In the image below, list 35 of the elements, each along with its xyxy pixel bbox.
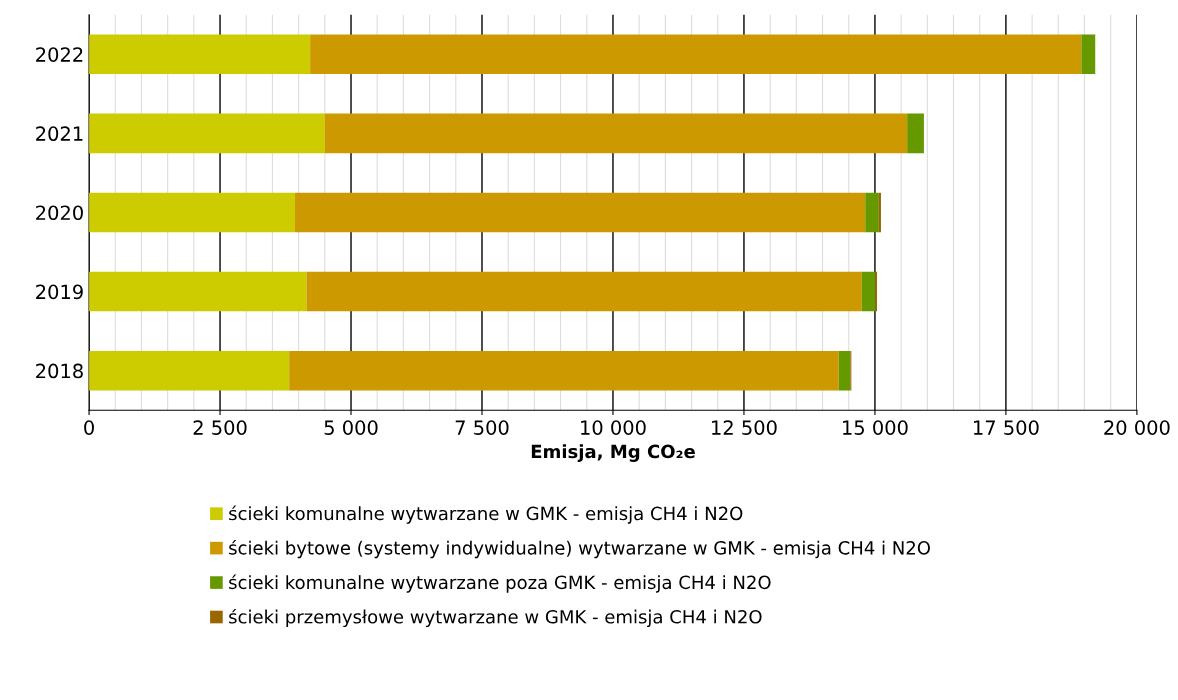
- y-tick-label: 2021: [36, 126, 83, 142]
- y-tick-label: 2020: [36, 205, 83, 221]
- bar: [865, 192, 879, 233]
- legend-label: ścieki komunalne wytwarzane poza GMK - emisja CH4 i N2O: [229, 574, 771, 593]
- legend-label: ścieki komunalne wytwarzane w GMK - emisja CH4 i N2O: [229, 505, 743, 524]
- bar: [838, 350, 851, 391]
- x-tick-label: 17 500: [974, 420, 1039, 435]
- bar: [89, 34, 311, 75]
- x-tick-label: 20 000: [1104, 420, 1170, 435]
- bar: [89, 113, 325, 154]
- x-tick-label: 7 500: [455, 420, 509, 435]
- x-tick-label: 15 000: [843, 420, 908, 435]
- x-axis-title: Emisja, Mg CO₂e: [531, 444, 695, 462]
- bar: [1081, 34, 1096, 75]
- x-tick-label: 10 000: [581, 420, 646, 435]
- bar: [310, 34, 1082, 75]
- x-tick-label: 12 500: [712, 420, 777, 435]
- bar: [907, 113, 924, 154]
- y-tick-label: 2019: [36, 284, 83, 300]
- bar: [89, 350, 290, 391]
- bar: [861, 271, 876, 312]
- x-tick-label: 5 000: [324, 420, 378, 435]
- legend-label: ścieki bytowe (systemy indywidualne) wytwarzane w GMK - emisja CH4 i N2O: [229, 540, 930, 559]
- bar: [89, 192, 295, 233]
- bar: [878, 192, 881, 233]
- bar: [294, 192, 866, 233]
- bar: [289, 350, 839, 391]
- bar: [306, 271, 862, 312]
- x-tick-label: 2 500: [193, 420, 247, 435]
- y-tick-label: 2018: [36, 363, 83, 379]
- bar: [324, 113, 908, 154]
- x-tick-label: 0: [84, 420, 94, 435]
- legend-label: ścieki przemysłowe wytwarzane w GMK - emisja CH4 i N2O: [229, 608, 762, 628]
- y-tick-label: 2022: [36, 47, 83, 62]
- bar: [89, 271, 307, 312]
